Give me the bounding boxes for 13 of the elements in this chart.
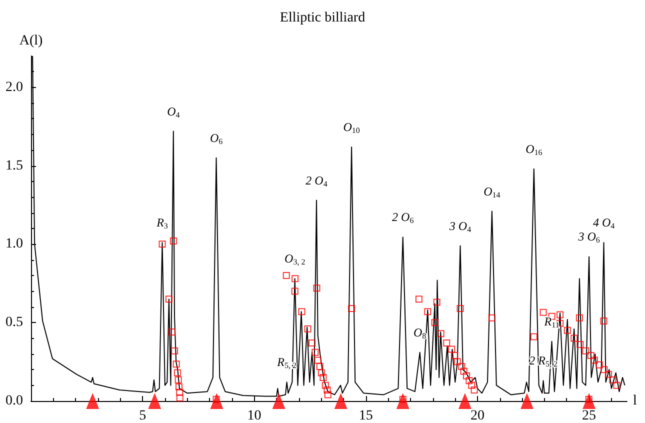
y-tick-label: 1.0 bbox=[6, 236, 23, 252]
y-tick-label: 0.5 bbox=[6, 315, 23, 330]
y-tick-label: 1.5 bbox=[6, 158, 23, 174]
chart-title: Elliptic billiard bbox=[280, 10, 366, 26]
x-tick-label: 25 bbox=[582, 408, 596, 423]
y-tick-label: 0.0 bbox=[6, 394, 23, 408]
y-tick-label: 2.0 bbox=[6, 80, 23, 95]
x-tick-label: 15 bbox=[358, 408, 373, 423]
x-tick-label: 5 bbox=[139, 408, 146, 423]
x-axis-title: l bbox=[633, 394, 637, 408]
x-tick-label: 10 bbox=[247, 408, 262, 423]
x-tick-label: 20 bbox=[470, 408, 484, 423]
y-axis-title: A(l) bbox=[19, 34, 43, 48]
